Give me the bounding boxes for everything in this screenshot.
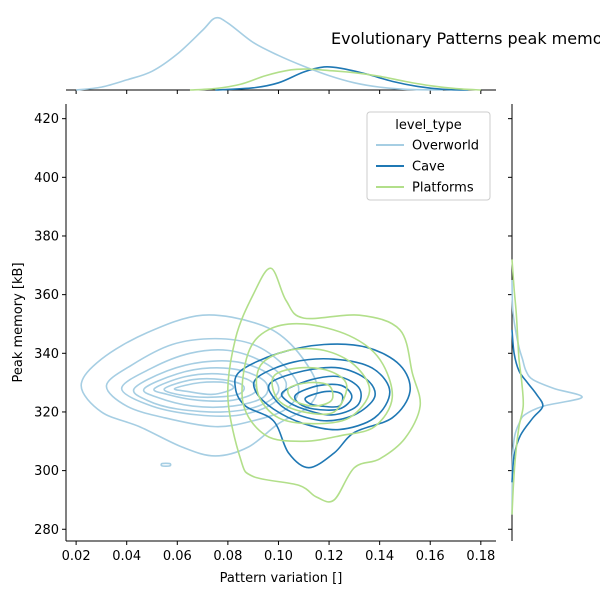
contour-overworld-6 bbox=[163, 377, 245, 399]
top-marginal-density-overworld bbox=[76, 16, 443, 91]
y-tick-label: 320 bbox=[34, 405, 59, 420]
contour-layer bbox=[80, 267, 422, 503]
legend-item-cave: Cave bbox=[376, 160, 445, 175]
y-tick-label: 300 bbox=[34, 464, 59, 479]
contour-platforms-3 bbox=[271, 366, 348, 416]
top-marginal-density-platforms bbox=[189, 68, 481, 91]
x-tick-label: 0.04 bbox=[112, 549, 141, 564]
y-tick-label: 280 bbox=[34, 523, 59, 538]
y-tick-label: 400 bbox=[34, 171, 59, 186]
contour-overworld-2 bbox=[120, 348, 288, 417]
contour-platforms-2 bbox=[255, 347, 371, 425]
legend-title: level_type bbox=[395, 118, 461, 133]
contour-overworld-1 bbox=[105, 337, 300, 428]
chart-title: Evolutionary Patterns peak memory bbox=[331, 29, 600, 48]
y-axis-ticks: 280 300 320 340 360 380 400 420 bbox=[34, 112, 66, 538]
right-marginal-density-cave bbox=[511, 329, 544, 483]
legend-label: Platforms bbox=[412, 181, 474, 196]
x-tick-label: 0.10 bbox=[264, 549, 293, 564]
legend-items: Overworld Cave Platforms bbox=[376, 139, 479, 196]
joint-plot-axes: 0.02 0.04 0.06 0.08 0.10 0.12 0.14 0.16 0.18 280… bbox=[11, 104, 496, 586]
legend-label: Overworld bbox=[412, 139, 479, 154]
right-marginal-density-overworld bbox=[511, 279, 583, 515]
legend-label: Cave bbox=[412, 160, 445, 175]
legend-item-platforms: Platforms bbox=[376, 181, 474, 196]
right-marginal-density-platforms bbox=[511, 259, 525, 515]
series-overworld-contours bbox=[80, 314, 319, 468]
y-axis-label: Peak memory [kB] bbox=[11, 262, 26, 382]
right-marginal-axes bbox=[508, 104, 583, 541]
x-axis-ticks: 0.02 0.04 0.06 0.08 0.10 0.12 0.14 0.16 0.18 bbox=[62, 541, 495, 564]
contour-cave-1 bbox=[252, 357, 391, 431]
contour-overworld-8 bbox=[160, 462, 172, 468]
x-tick-label: 0.12 bbox=[315, 549, 344, 564]
series-cave-contours bbox=[234, 343, 412, 469]
x-tick-label: 0.14 bbox=[365, 549, 394, 564]
y-tick-label: 420 bbox=[34, 112, 59, 127]
y-tick-label: 380 bbox=[34, 229, 59, 244]
x-tick-label: 0.02 bbox=[62, 549, 91, 564]
top-marginal-axes bbox=[66, 16, 496, 94]
contour-cave-3 bbox=[280, 375, 362, 416]
legend-frame bbox=[366, 111, 491, 201]
legend-item-overworld: Overworld bbox=[376, 139, 479, 154]
x-tick-label: 0.16 bbox=[416, 549, 445, 564]
contour-overworld-7 bbox=[173, 381, 235, 396]
y-tick-label: 360 bbox=[34, 288, 59, 303]
contour-overworld-0 bbox=[80, 314, 319, 457]
x-tick-label: 0.08 bbox=[213, 549, 242, 564]
contour-platforms-1 bbox=[241, 322, 394, 443]
y-tick-label: 340 bbox=[34, 347, 59, 362]
contour-overworld-3 bbox=[132, 360, 280, 413]
top-marginal-density-cave bbox=[215, 65, 469, 91]
x-tick-label: 0.18 bbox=[466, 549, 495, 564]
contour-platforms-4 bbox=[286, 381, 334, 407]
x-tick-label: 0.06 bbox=[163, 549, 192, 564]
contour-overworld-4 bbox=[142, 367, 269, 408]
contour-cave-0 bbox=[234, 343, 412, 469]
legend: level_type Overworld Cave Platforms bbox=[366, 111, 491, 201]
contour-cave-2 bbox=[267, 366, 376, 422]
series-platforms-contours bbox=[226, 267, 422, 503]
x-axis-label: Pattern variation [] bbox=[220, 571, 343, 586]
contour-platforms-0 bbox=[226, 267, 422, 503]
